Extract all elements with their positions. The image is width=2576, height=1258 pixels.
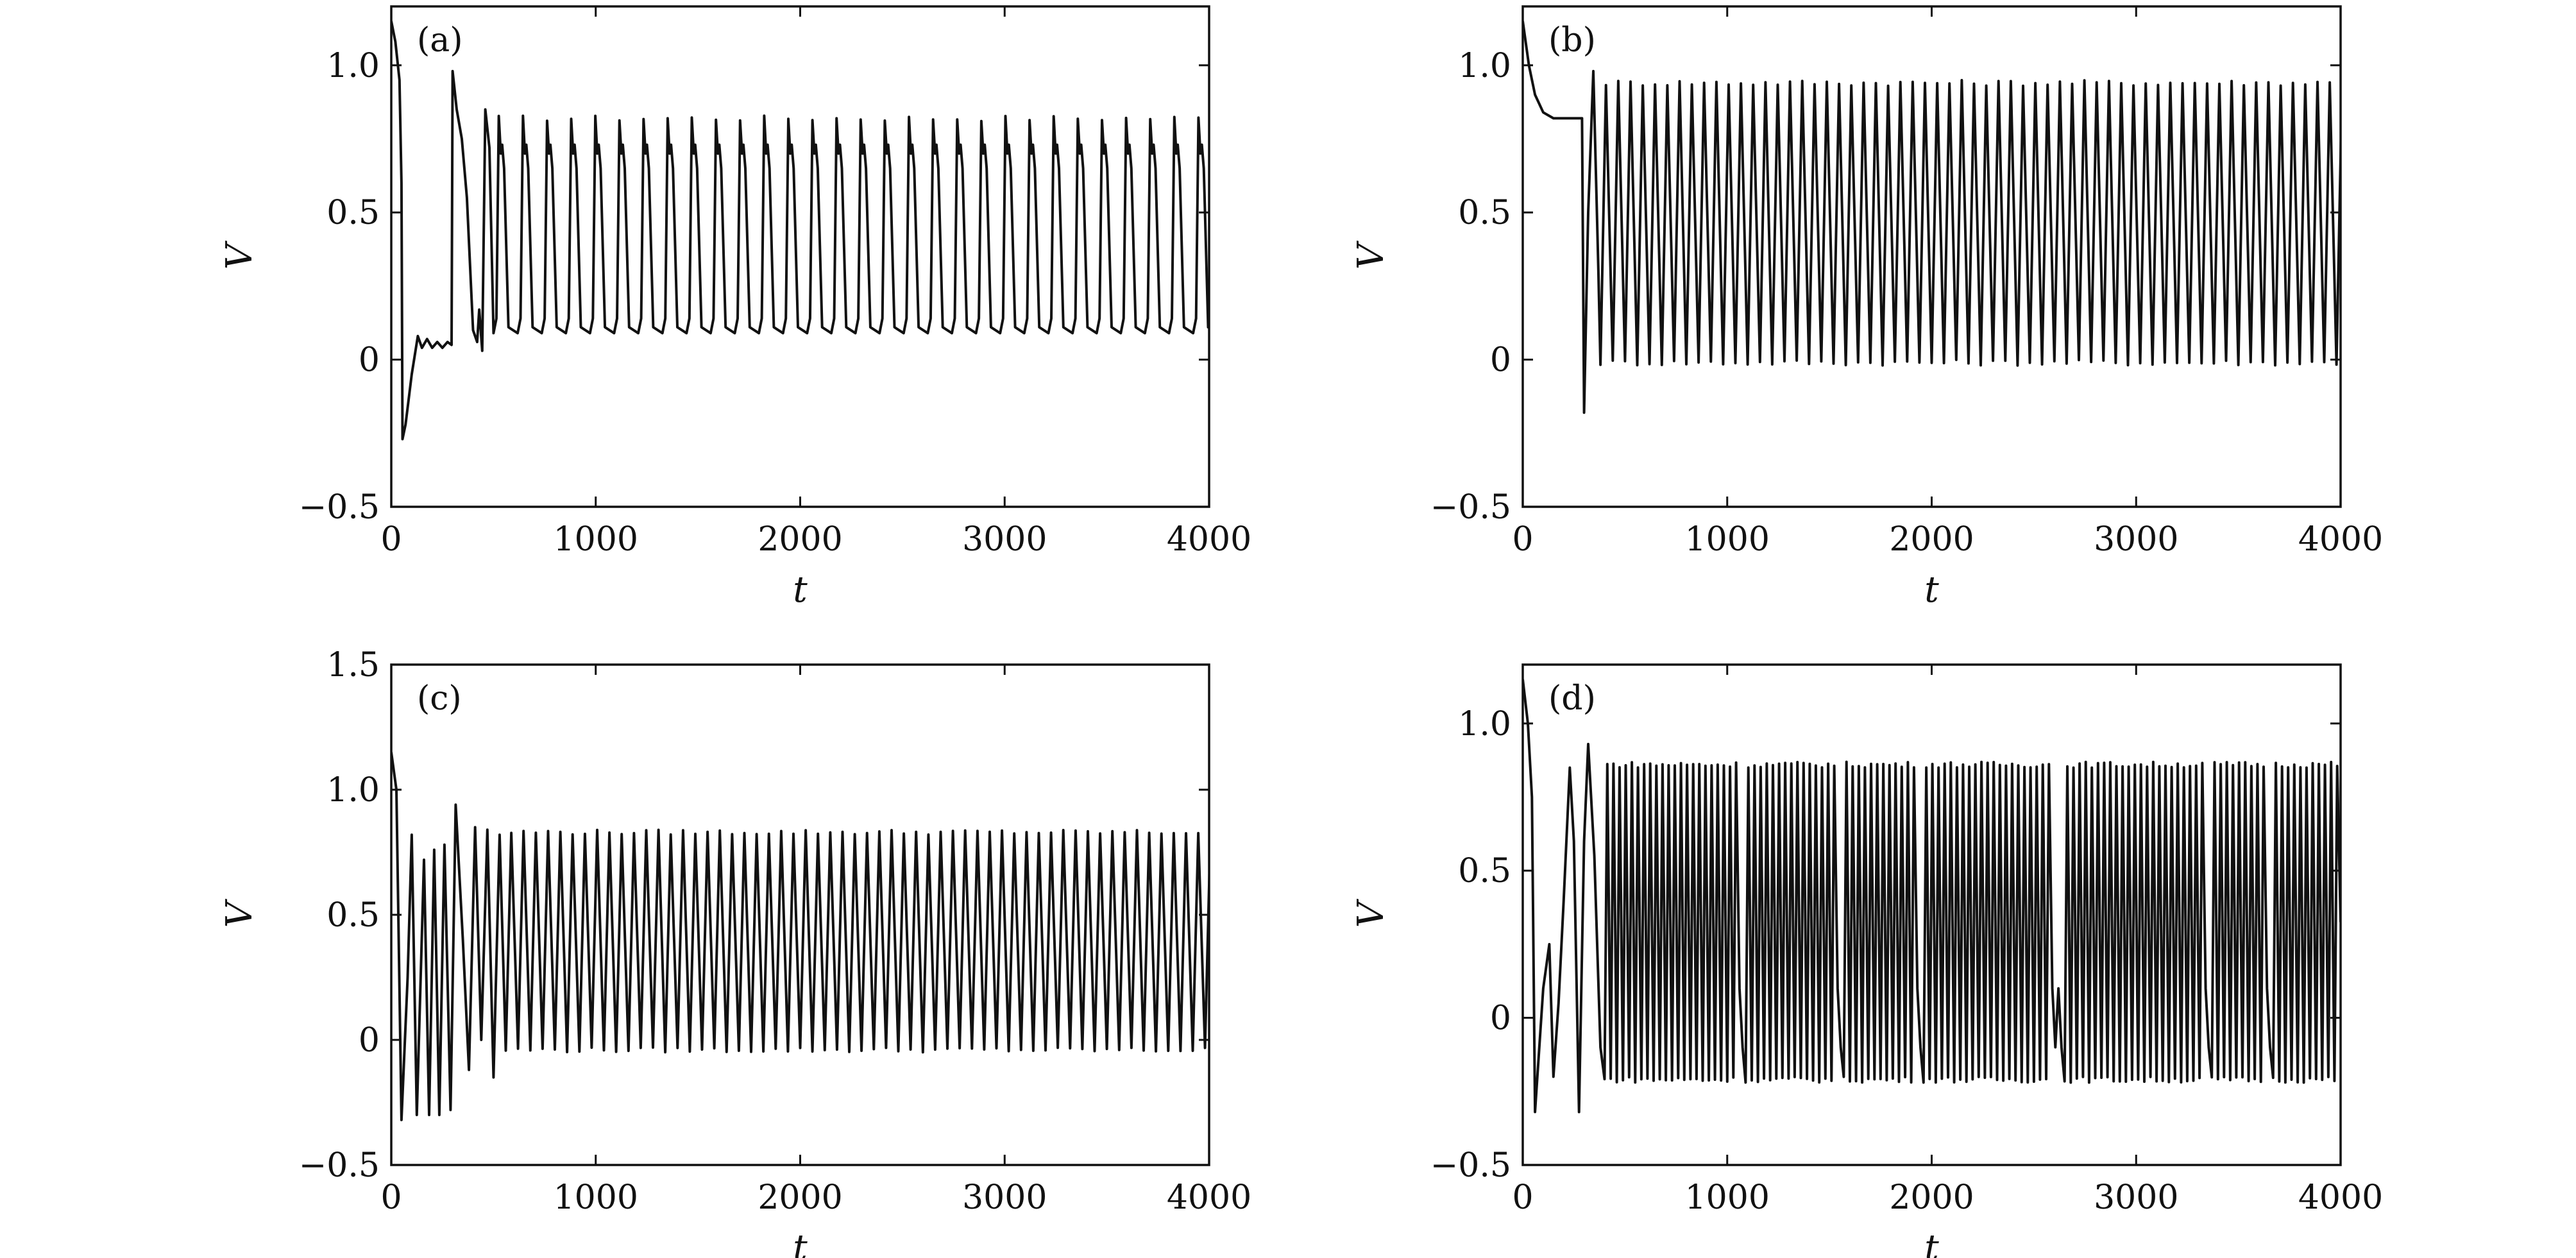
x-tick-label: 0	[1512, 520, 1533, 559]
x-tick-label: 2000	[1889, 520, 1974, 559]
x-tick-label: 1000	[1685, 520, 1770, 559]
x-tick-label: 1000	[554, 520, 638, 559]
x-tick-label: 1000	[554, 1178, 638, 1217]
x-axis-label: t	[793, 569, 808, 611]
y-axis-label: V	[219, 240, 260, 269]
x-axis-label: t	[1924, 569, 1939, 611]
panel-label: (a)	[417, 21, 463, 60]
panel-label: (c)	[417, 679, 462, 718]
x-axis-label: t	[1924, 1227, 1939, 1258]
y-tick-label: −0.5	[299, 488, 380, 527]
y-tick-label: 0.5	[1458, 194, 1511, 232]
y-tick-label: 0	[359, 341, 380, 380]
x-tick-label: 4000	[2298, 1178, 2383, 1217]
x-tick-label: 4000	[2298, 520, 2383, 559]
x-tick-label: 3000	[962, 1178, 1047, 1217]
y-tick-label: 0	[1490, 341, 1511, 380]
x-tick-label: 2000	[1889, 1178, 1974, 1217]
x-axis-label: t	[793, 1227, 808, 1258]
panel-d: 0 1000 2000 3000 4000−0.500.51.0tV(d)	[1350, 663, 2383, 1258]
y-tick-label: −0.5	[299, 1146, 380, 1185]
y-tick-label: −0.5	[1430, 488, 1511, 527]
x-tick-label: 0	[380, 520, 402, 559]
panel-label: (b)	[1548, 21, 1596, 60]
y-tick-label: 1.0	[1458, 47, 1511, 85]
y-tick-label: 0.5	[1458, 852, 1511, 890]
y-axis-label: V	[219, 898, 260, 928]
y-tick-label: 0	[1490, 999, 1511, 1038]
y-tick-label: 0	[359, 1021, 380, 1060]
x-tick-label: 3000	[2094, 520, 2178, 559]
panel-b: 0 1000 2000 3000 4000−0.500.51.0tV(b)	[1350, 5, 2383, 611]
y-tick-label: 1.0	[326, 771, 380, 810]
x-tick-label: 4000	[1167, 1178, 1251, 1217]
x-tick-label: 0	[1512, 1178, 1533, 1217]
y-tick-label: 1.0	[1458, 705, 1511, 744]
series-line	[1523, 679, 2341, 1114]
x-tick-label: 3000	[2094, 1178, 2178, 1217]
y-tick-label: 1.0	[326, 47, 380, 85]
y-axis-label: V	[1350, 240, 1392, 269]
x-tick-label: 1000	[1685, 1178, 1770, 1217]
panel-label: (d)	[1548, 679, 1596, 718]
x-tick-label: 2000	[758, 520, 842, 559]
x-tick-label: 0	[380, 1178, 402, 1217]
plot-frame	[1521, 5, 2342, 508]
y-tick-label: 1.5	[326, 646, 380, 684]
x-tick-label: 3000	[962, 520, 1047, 559]
y-tick-label: 0.5	[326, 896, 380, 935]
x-tick-label: 4000	[1167, 520, 1251, 559]
y-axis-label: V	[1350, 898, 1392, 928]
panel-a: 0 1000 2000 3000 4000−0.500.51.0tV(a)	[219, 5, 1251, 611]
panel-c: 0 1000 2000 3000 4000−0.500.51.01.5tV(c)	[219, 646, 1251, 1258]
y-tick-label: 0.5	[326, 194, 380, 232]
series-line	[391, 752, 1209, 1121]
x-tick-label: 2000	[758, 1178, 842, 1217]
series-line	[391, 21, 1209, 441]
series-line	[1523, 21, 2341, 414]
y-tick-label: −0.5	[1430, 1146, 1511, 1185]
